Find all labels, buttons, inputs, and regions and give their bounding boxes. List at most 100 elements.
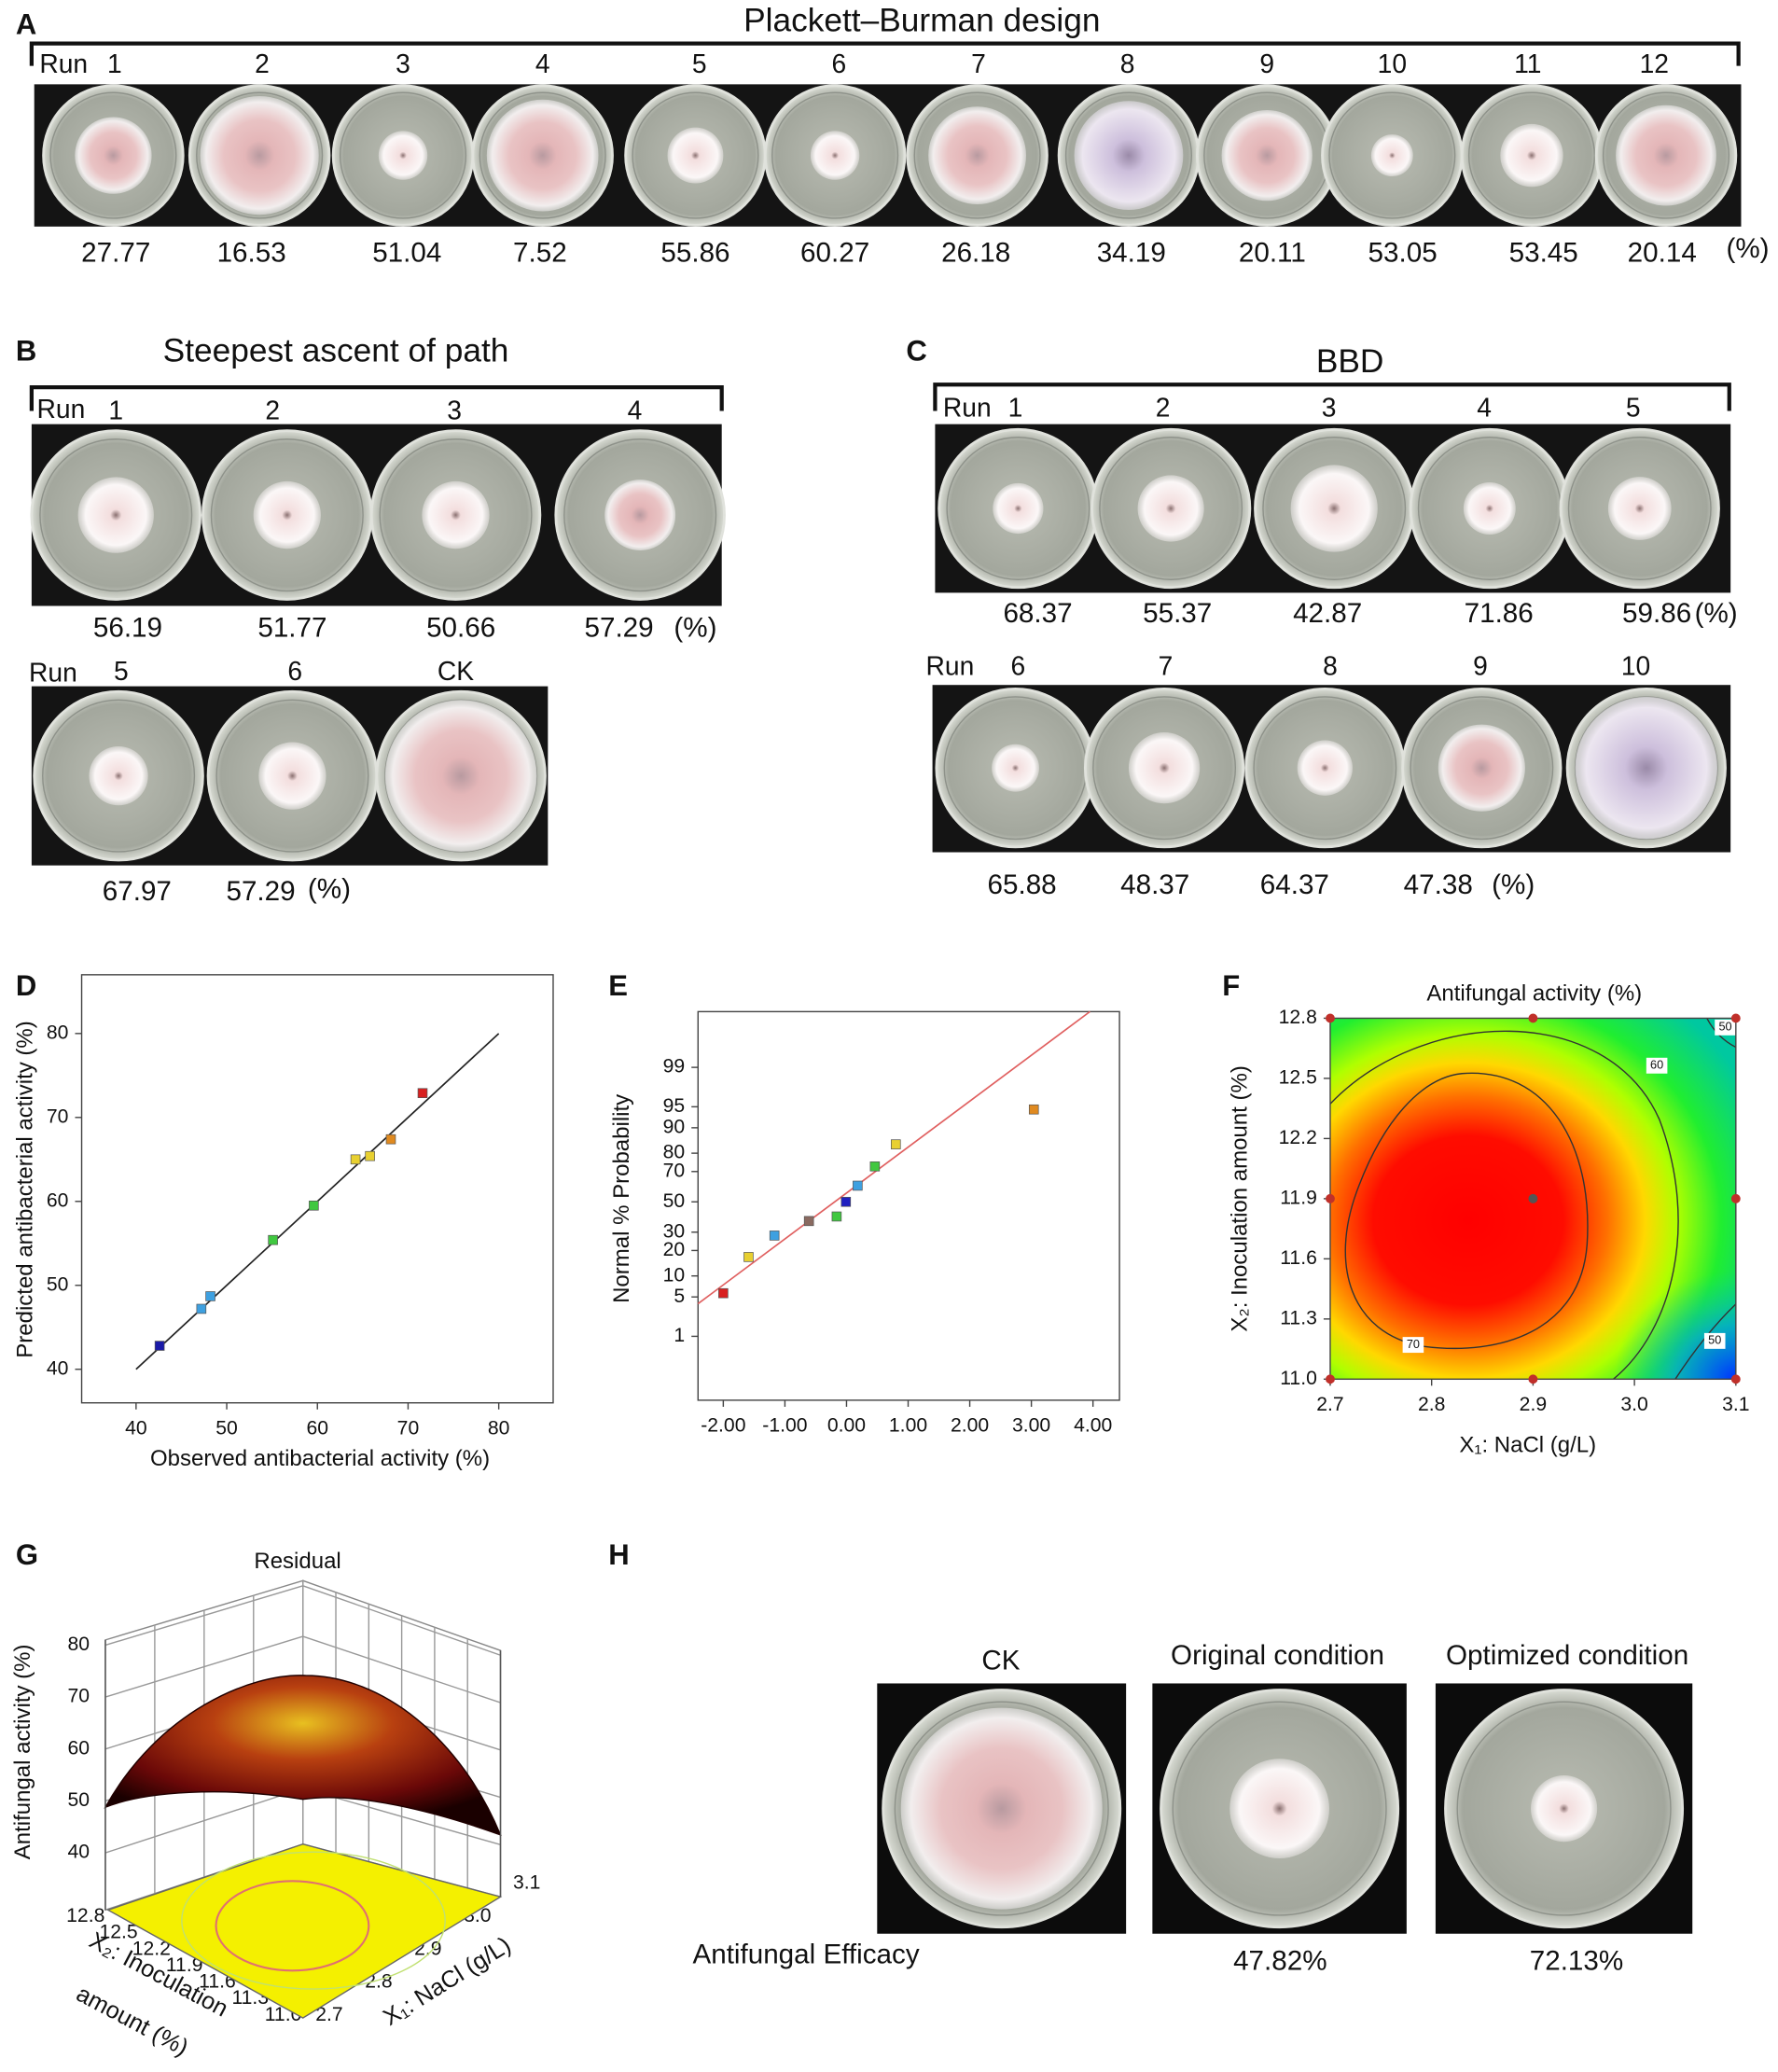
run-label: Run <box>37 394 86 424</box>
contour-line <box>1706 1018 1737 1049</box>
plot-frame <box>80 974 554 1404</box>
data-point <box>831 1211 842 1222</box>
inhibition-value: 67.97 <box>103 876 172 907</box>
design-point <box>1528 1193 1538 1203</box>
contour-label-bg <box>1646 1057 1668 1074</box>
unit-label: (%) <box>1492 869 1535 900</box>
run-number: CK <box>438 656 474 686</box>
y-tick-label: 5 <box>674 1286 685 1307</box>
floor-contour <box>181 1851 446 1990</box>
dish-rim <box>339 91 467 219</box>
contour-label-bg <box>1703 1332 1726 1349</box>
run-number: 1 <box>1008 393 1023 423</box>
dish-rim <box>210 438 364 592</box>
data-point <box>350 1154 361 1165</box>
colony <box>1137 475 1204 542</box>
colony <box>993 482 1044 535</box>
response-surface <box>104 1675 502 1837</box>
inhibition-value: 7.52 <box>513 237 567 268</box>
colony <box>900 1707 1103 1910</box>
data-point <box>743 1252 754 1262</box>
run-number: 10 <box>1621 650 1650 680</box>
panel-letter: E <box>608 969 628 1002</box>
x-tick-label: -1.00 <box>762 1415 807 1437</box>
chart-title: Antifungal activity (%) <box>1426 980 1642 1006</box>
x-tick-label: 70 <box>397 1418 420 1439</box>
run-number: 5 <box>1626 393 1641 423</box>
panel-letter: F <box>1222 969 1240 1002</box>
dish-rim <box>771 91 899 219</box>
unit-label: (%) <box>1726 233 1769 264</box>
panel-title: Plackett–Burman design <box>743 2 1100 38</box>
run-number: 10 <box>1378 49 1407 78</box>
panel-letter: C <box>906 335 926 368</box>
inhibition-value: 65.88 <box>988 869 1057 900</box>
y-axis-label: Predicted antibacterial activity (%) <box>13 1021 38 1357</box>
y-tick-label: 12.5 <box>1279 1067 1317 1089</box>
data-point <box>1028 1104 1039 1115</box>
run-number: 11 <box>1514 49 1541 78</box>
z-tick-label: 80 <box>67 1634 90 1655</box>
inhibition-value: 53.45 <box>1509 237 1578 268</box>
y-tick-label: 50 <box>663 1190 686 1212</box>
y-tick-label: 90 <box>663 1116 686 1137</box>
colony <box>1370 134 1413 177</box>
x-tick-label: 2.00 <box>951 1415 989 1437</box>
colony <box>200 96 319 216</box>
colony <box>1438 724 1525 812</box>
inhibition-value: 53.05 <box>1368 237 1438 268</box>
dish-rim <box>1328 91 1456 219</box>
row-label: Antifungal Efficacy <box>692 1940 919 1970</box>
inhibition-value: 64.37 <box>1260 869 1329 900</box>
x-tick-label: 50 <box>215 1418 238 1439</box>
z-tick-label: 70 <box>67 1686 90 1707</box>
x-axis-label: Observed antibacterial activity (%) <box>150 1446 490 1471</box>
dish-rim <box>1064 91 1193 219</box>
panel-letter: D <box>16 969 36 1002</box>
dish-rim <box>1172 1701 1387 1916</box>
y-tick-label: 12.2 <box>1279 1127 1317 1148</box>
data-point <box>891 1139 901 1149</box>
y-tick-label: 95 <box>663 1095 686 1117</box>
inhibition-value: 68.37 <box>1003 598 1072 629</box>
data-point <box>840 1196 852 1207</box>
inhibition-value: 48.37 <box>1120 869 1189 900</box>
dish-rim <box>946 437 1090 580</box>
inhibition-value: 56.19 <box>93 613 162 644</box>
data-point <box>869 1161 881 1172</box>
colony <box>810 131 860 180</box>
y-axis-label: Normal % Probability <box>609 1094 634 1303</box>
unit-label: (%) <box>308 873 351 904</box>
run-number: 9 <box>1473 650 1488 680</box>
run-number: 7 <box>971 49 986 78</box>
dish-rim <box>1099 437 1243 580</box>
colony <box>77 477 154 553</box>
colony <box>384 700 537 852</box>
bracket <box>933 382 1731 411</box>
design-point <box>1326 1013 1335 1023</box>
dish-rim <box>479 91 606 219</box>
run-label: Run <box>39 49 88 78</box>
y-tick-label: 30 <box>663 1220 686 1242</box>
panel-letter: H <box>608 1538 629 1571</box>
data-point <box>268 1234 278 1245</box>
y-tick-label: 80 <box>663 1142 686 1163</box>
colony <box>1463 482 1516 535</box>
colony <box>89 746 148 806</box>
inhibition-value: 55.86 <box>660 237 729 268</box>
chart-title: Residual <box>254 1549 340 1574</box>
colony <box>1229 1759 1329 1858</box>
run-number: 4 <box>1477 393 1492 423</box>
unit-label: (%) <box>674 613 716 644</box>
dish-rim <box>1253 696 1397 841</box>
run-number: 3 <box>1322 393 1337 423</box>
condition-label: CK <box>981 1646 1020 1676</box>
data-point <box>309 1200 319 1211</box>
bracket <box>29 384 724 411</box>
efficacy-value: 72.13% <box>1530 1946 1623 1977</box>
dish-rim <box>49 91 177 219</box>
x2-tick-label: 12.2 <box>132 1938 171 1959</box>
inhibition-value: 20.11 <box>1239 237 1306 268</box>
